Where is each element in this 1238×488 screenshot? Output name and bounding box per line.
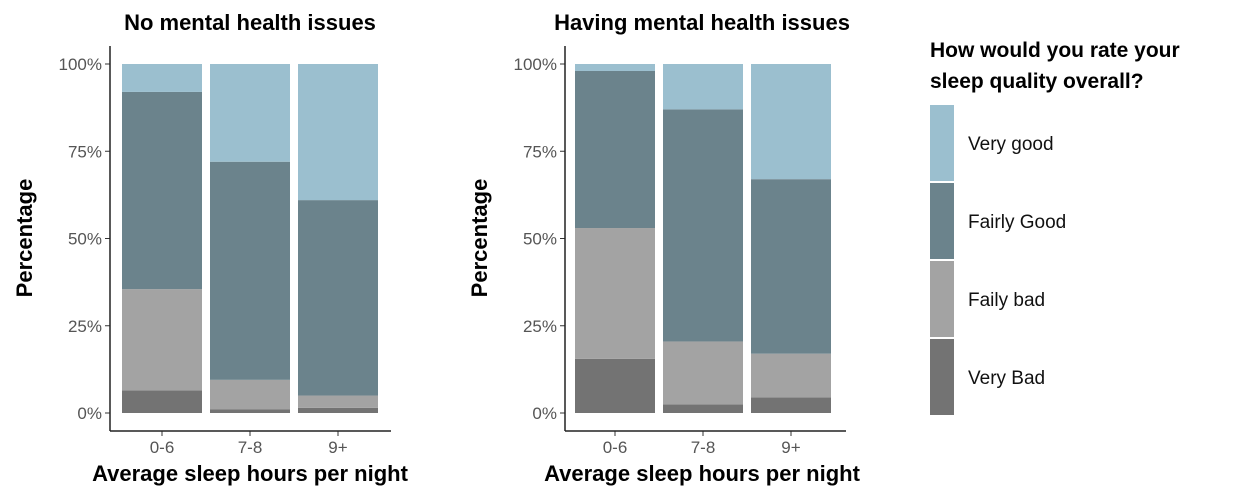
- y-tick-label: 25%: [523, 317, 557, 336]
- bar-segment-very-bad: [663, 404, 743, 413]
- y-tick-label: 50%: [523, 230, 557, 249]
- legend-label: Fairly Good: [968, 212, 1066, 233]
- bar-segment-very-bad: [575, 358, 655, 413]
- x-tick-label: 7-8: [238, 438, 263, 457]
- y-tick-label: 75%: [523, 142, 557, 161]
- y-tick-label: 0%: [532, 404, 557, 423]
- x-tick-label: 0-6: [150, 438, 175, 457]
- bar-segment-very-good: [298, 64, 378, 201]
- bar-segment-very-bad: [122, 390, 202, 413]
- bar-segment-very-good: [751, 64, 831, 180]
- legend-label: Faily bad: [968, 290, 1045, 311]
- bar-segment-fairly-good: [751, 179, 831, 354]
- y-tick-label: 100%: [59, 55, 102, 74]
- bar-segment-fairly-good: [663, 109, 743, 342]
- bar-segment-very-bad: [210, 409, 290, 413]
- legend: How would you rate your sleep quality ove…: [930, 39, 1180, 415]
- bar-segment-faily-bad: [210, 379, 290, 410]
- bar-segment-fairly-good: [298, 200, 378, 396]
- y-tick-label: 25%: [68, 317, 102, 336]
- bar-segment-faily-bad: [122, 289, 202, 391]
- bar-segment-fairly-good: [210, 161, 290, 380]
- bar-segment-very-good: [575, 64, 655, 71]
- legend-title-line-1: How would you rate your: [930, 39, 1180, 62]
- panel-title: Having mental health issues: [554, 10, 850, 35]
- panel-title: No mental health issues: [124, 10, 376, 35]
- bar-segment-very-good: [210, 64, 290, 162]
- panel-1: No mental health issues 0% 25% 50% 75% 100% 0-…: [12, 10, 409, 486]
- x-tick-label: 9+: [328, 438, 347, 457]
- y-axis-title: Percentage: [467, 179, 492, 298]
- bar-segment-faily-bad: [298, 395, 378, 408]
- bar-segment-very-bad: [298, 407, 378, 413]
- x-tick-label: 9+: [781, 438, 800, 457]
- bar-segment-very-bad: [751, 397, 831, 413]
- bar-segment-very-good: [663, 64, 743, 110]
- y-axis-title: Percentage: [12, 179, 37, 298]
- panel-2: Having mental health issues 0% 25% 50% 75% 10…: [467, 10, 861, 486]
- x-axis-title: Average sleep hours per night: [544, 461, 860, 486]
- legend-key-very-bad: [930, 339, 954, 415]
- bar-segment-very-good: [122, 64, 202, 92]
- bar-segment-fairly-good: [575, 70, 655, 229]
- y-tick-label: 75%: [68, 142, 102, 161]
- legend-label: Very good: [968, 134, 1054, 155]
- x-tick-label: 0-6: [603, 438, 628, 457]
- bar-segment-fairly-good: [122, 91, 202, 290]
- legend-label: Very Bad: [968, 368, 1045, 389]
- legend-key-very-good: [930, 105, 954, 181]
- legend-key-fairly-good: [930, 183, 954, 259]
- y-tick-label: 0%: [77, 404, 102, 423]
- legend-key-faily-bad: [930, 261, 954, 337]
- bar-segment-faily-bad: [575, 228, 655, 359]
- x-tick-label: 7-8: [691, 438, 716, 457]
- legend-title-line-2: sleep quality overall?: [930, 70, 1144, 93]
- bar-segment-faily-bad: [751, 353, 831, 398]
- x-axis-title: Average sleep hours per night: [92, 461, 408, 486]
- bar-segment-faily-bad: [663, 341, 743, 405]
- y-tick-label: 50%: [68, 230, 102, 249]
- y-tick-label: 100%: [514, 55, 557, 74]
